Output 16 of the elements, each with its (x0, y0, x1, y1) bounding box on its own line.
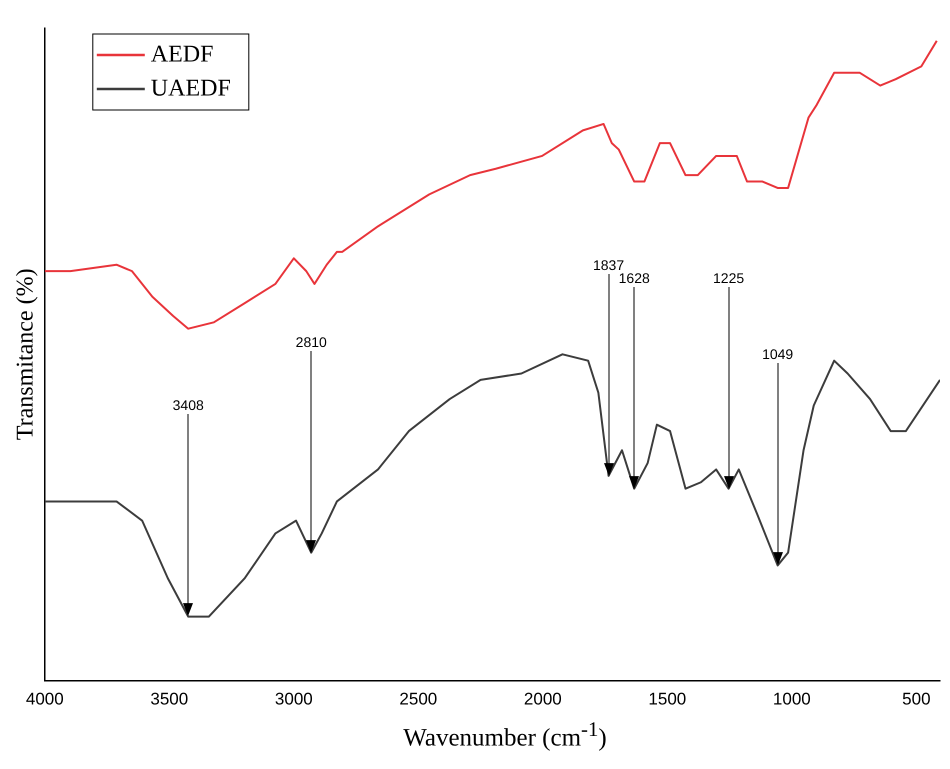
x-axis-title: Wavenumber (cm$^{-1}$) (402, 717, 608, 752)
x-tick-label: 3500 (150, 689, 188, 708)
legend-label: UAEDF (150, 75, 231, 102)
y-axis-title: Transmitance (%) (12, 268, 39, 440)
x-tick-label: 1000 (772, 689, 811, 708)
x-tick-label: 2000 (524, 689, 562, 708)
annotation: 1225 (713, 270, 744, 286)
annotation: 3408 (172, 397, 204, 414)
x-tick-label: 3000 (274, 689, 313, 708)
annotation: 1049 (762, 346, 794, 362)
annotation: 2810 (296, 334, 327, 350)
x-tick-label: 1500 (648, 689, 686, 708)
legend-label: AEDF (150, 41, 214, 68)
x-tick-label: 4000 (26, 689, 64, 708)
x-tick-label: 500 (902, 689, 931, 708)
x-tick-label: 2500 (399, 689, 438, 708)
